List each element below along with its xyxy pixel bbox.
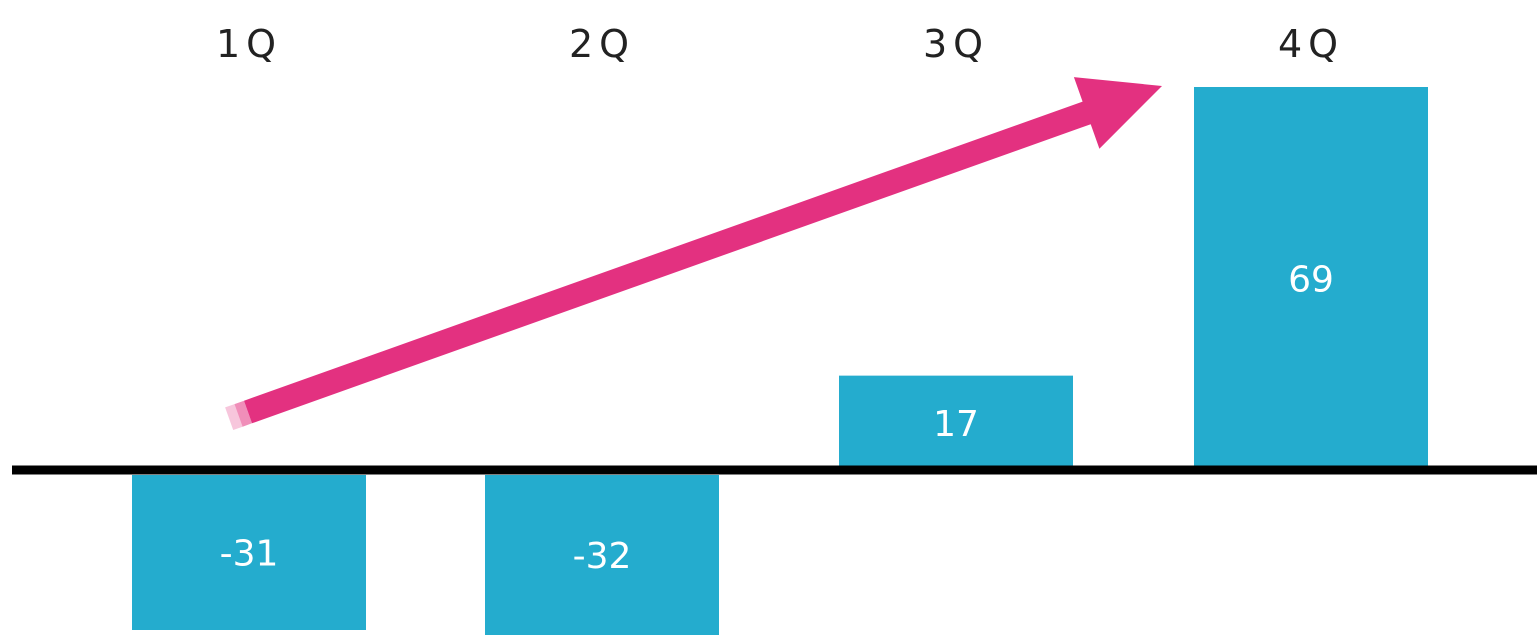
value-labels: -31 -32 17 69 xyxy=(220,260,1334,578)
trend-arrow-tail-end xyxy=(225,404,243,430)
trend-arrow-body xyxy=(244,77,1162,424)
value-label-4q: 69 xyxy=(1288,260,1334,301)
category-label-4q: 4Q xyxy=(1278,22,1344,66)
category-label-3q: 3Q xyxy=(923,22,989,66)
trend-arrow-tail-mid xyxy=(234,400,252,427)
bar-1q xyxy=(132,475,366,630)
trend-arrow xyxy=(225,77,1162,430)
value-label-3q: 17 xyxy=(933,404,979,445)
bar-4q xyxy=(1194,87,1428,470)
category-label-2q: 2Q xyxy=(569,22,635,66)
bars xyxy=(132,87,1428,635)
category-labels: 1Q 2Q 3Q 4Q xyxy=(216,22,1344,66)
bar-2q xyxy=(485,475,719,635)
bar-3q xyxy=(839,375,1073,470)
value-label-1q: -31 xyxy=(220,534,279,575)
value-label-2q: -32 xyxy=(573,536,632,577)
category-label-1q: 1Q xyxy=(216,22,282,66)
